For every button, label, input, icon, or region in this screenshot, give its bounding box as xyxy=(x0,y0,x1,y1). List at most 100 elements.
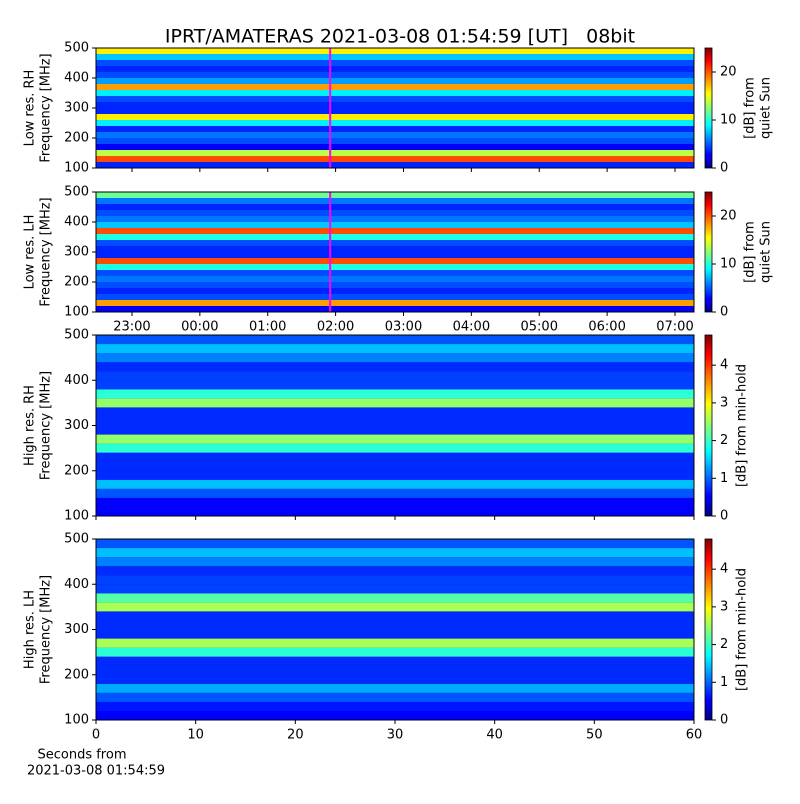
x-axis-label: Seconds from xyxy=(37,748,126,763)
heatmap-row xyxy=(96,362,694,372)
y-tick-label: 200 xyxy=(64,463,89,478)
colorbar-tick-label: 3 xyxy=(720,599,728,614)
colorbar-tick-label: 2 xyxy=(720,637,728,652)
colorbar-label: [dB] from xyxy=(743,221,758,283)
y-tick-label: 100 xyxy=(64,161,89,176)
heatmap-row xyxy=(96,102,694,108)
y-tick-label: 200 xyxy=(64,667,89,682)
y-tick-label: 300 xyxy=(64,245,89,260)
heatmap-row xyxy=(96,252,694,258)
heatmap-row xyxy=(96,461,694,471)
heatmap-row xyxy=(96,204,694,210)
y-tick-label: 300 xyxy=(64,622,89,637)
x-tick-label: 30 xyxy=(387,728,404,743)
heatmap-row xyxy=(96,647,694,657)
x-tick-label: 05:00 xyxy=(521,320,558,335)
heatmap-row xyxy=(96,222,694,228)
y-tick-label: 300 xyxy=(64,101,89,116)
x-tick-label: 0 xyxy=(92,728,100,743)
heatmap-row xyxy=(96,300,694,306)
colorbar-tick-label: 0 xyxy=(720,713,728,728)
y-tick-label: 500 xyxy=(64,532,89,547)
y-tick-label: 100 xyxy=(64,305,89,320)
x-tick-label: 20 xyxy=(287,728,304,743)
heatmap-row xyxy=(96,602,694,612)
heatmap-row xyxy=(96,198,694,204)
x-tick-label: 10 xyxy=(187,728,204,743)
heatmap-row xyxy=(96,593,694,603)
heatmap-row xyxy=(96,72,694,78)
y-axis-label: High res. LH xyxy=(23,590,38,669)
colorbar-label: [dB] from min-hold xyxy=(735,568,750,691)
heatmap-row xyxy=(96,638,694,648)
x-tick-label: 03:00 xyxy=(385,320,422,335)
colorbar-tick-label: 3 xyxy=(720,395,728,410)
heatmap-row xyxy=(96,114,694,120)
colorbar-tick-label: 0 xyxy=(720,509,728,524)
x-tick-label: 01:00 xyxy=(249,320,286,335)
heatmap-row xyxy=(96,674,694,684)
heatmap-row xyxy=(96,692,694,702)
heatmap-row xyxy=(96,629,694,639)
chart-title: IPRT/AMATERAS 2021-03-08 01:54:59 [UT] 0… xyxy=(165,26,635,48)
x-tick-label: 06:00 xyxy=(588,320,625,335)
heatmap-row xyxy=(96,398,694,408)
y-tick-label: 100 xyxy=(64,713,89,728)
heatmap-row xyxy=(96,150,694,156)
heatmap-row xyxy=(96,701,694,711)
heatmap-row xyxy=(96,710,694,720)
heatmap-row xyxy=(96,452,694,462)
y-axis-label: Frequency [MHz] xyxy=(39,575,54,684)
colorbar-tick-label: 20 xyxy=(720,209,737,224)
colorbar xyxy=(704,47,713,169)
x-tick-label: 00:00 xyxy=(181,320,218,335)
heatmap-row xyxy=(96,306,694,312)
x-tick-label: 50 xyxy=(586,728,603,743)
heatmap-row xyxy=(96,84,694,90)
heatmap-row xyxy=(96,407,694,417)
x-tick-label: 07:00 xyxy=(656,320,693,335)
y-axis-label: Low res. RH xyxy=(23,70,38,147)
heatmap-row xyxy=(96,575,694,585)
heatmap-row xyxy=(96,138,694,144)
heatmap-row xyxy=(96,96,694,102)
colorbar-tick-label: 0 xyxy=(720,161,728,176)
colorbar xyxy=(704,538,713,721)
heatmap-row xyxy=(96,120,694,126)
heatmap-row xyxy=(96,288,694,294)
heatmap-row xyxy=(96,282,694,288)
y-axis-label: High res. RH xyxy=(23,385,38,466)
x-tick-label: 04:00 xyxy=(453,320,490,335)
heatmap-row xyxy=(96,294,694,300)
y-tick-label: 400 xyxy=(64,373,89,388)
heatmap-row xyxy=(96,90,694,96)
heatmap-row xyxy=(96,78,694,84)
heatmap-row xyxy=(96,344,694,354)
y-axis-label: Frequency [MHz] xyxy=(39,371,54,480)
heatmap-row xyxy=(96,506,694,516)
heatmap-row xyxy=(96,66,694,72)
colorbar-tick-label: 2 xyxy=(720,433,728,448)
heatmap-row xyxy=(96,470,694,480)
x-tick-label: 23:00 xyxy=(113,320,150,335)
y-axis-label: Frequency [MHz] xyxy=(39,53,54,162)
colorbar xyxy=(704,334,713,517)
heatmap-row xyxy=(96,228,694,234)
heatmap-row xyxy=(96,416,694,426)
heatmap-row xyxy=(96,665,694,675)
heatmap-row xyxy=(96,156,694,162)
heatmap-row xyxy=(96,246,694,252)
colorbar-tick-label: 10 xyxy=(720,257,737,272)
colorbar-label: [dB] from xyxy=(743,77,758,139)
y-tick-label: 500 xyxy=(64,185,89,200)
heatmap-row xyxy=(96,557,694,567)
x-axis-label: 2021-03-08 01:54:59 xyxy=(27,764,165,779)
heatmap-row xyxy=(96,48,694,54)
y-tick-label: 400 xyxy=(64,71,89,86)
y-tick-label: 500 xyxy=(64,41,89,56)
heatmap-row xyxy=(96,371,694,381)
heatmap-row xyxy=(96,276,694,282)
y-tick-label: 400 xyxy=(64,215,89,230)
heatmap-row xyxy=(96,240,694,246)
colorbar-tick-label: 10 xyxy=(720,113,737,128)
